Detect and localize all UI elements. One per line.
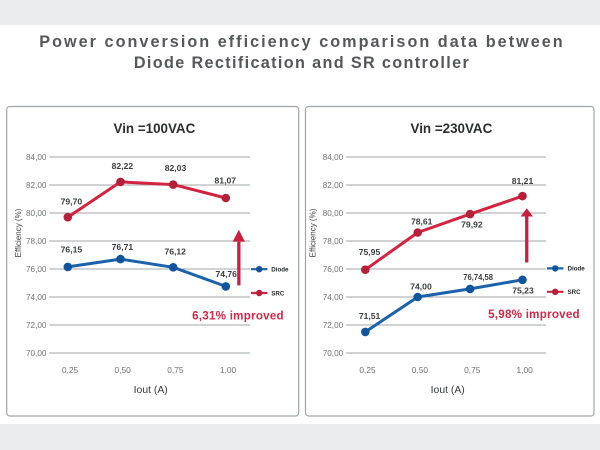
svg-text:74,00: 74,00 — [323, 293, 344, 302]
svg-text:0,25: 0,25 — [359, 365, 376, 375]
svg-text:79,70: 79,70 — [61, 197, 83, 207]
svg-text:6,31% improved: 6,31% improved — [192, 310, 284, 323]
svg-text:81,21: 81,21 — [512, 176, 534, 186]
svg-text:70,00: 70,00 — [323, 349, 344, 358]
svg-text:0,75: 0,75 — [167, 365, 184, 375]
svg-text:Vin =230VAC: Vin =230VAC — [411, 121, 493, 136]
svg-text:74,00: 74,00 — [26, 293, 47, 302]
svg-text:SRC: SRC — [568, 289, 582, 296]
svg-text:76,71: 76,71 — [112, 242, 134, 252]
svg-text:Diode: Diode — [568, 266, 586, 273]
svg-text:1,00: 1,00 — [517, 365, 534, 375]
svg-text:SRC: SRC — [271, 290, 285, 297]
svg-text:74,00: 74,00 — [410, 281, 432, 291]
svg-text:5,98% improved: 5,98% improved — [488, 308, 580, 321]
svg-text:Efficiency (%): Efficiency (%) — [14, 208, 23, 257]
svg-text:74,76: 74,76 — [215, 269, 237, 279]
svg-text:79,92: 79,92 — [461, 220, 483, 230]
svg-text:82,00: 82,00 — [323, 181, 344, 190]
svg-text:0,25: 0,25 — [62, 365, 79, 375]
svg-text:76,74,58: 76,74,58 — [463, 272, 493, 282]
svg-text:84,00: 84,00 — [323, 153, 344, 162]
svg-text:75,95: 75,95 — [359, 247, 381, 257]
svg-text:70,00: 70,00 — [26, 349, 47, 358]
svg-text:81,07: 81,07 — [215, 175, 237, 185]
svg-text:71,51: 71,51 — [359, 311, 381, 321]
svg-text:72,00: 72,00 — [26, 321, 47, 330]
svg-text:72,00: 72,00 — [323, 321, 344, 330]
svg-text:82,22: 82,22 — [112, 161, 134, 171]
svg-text:76,15: 76,15 — [61, 245, 83, 255]
svg-text:80,00: 80,00 — [26, 209, 47, 218]
svg-text:82,03: 82,03 — [165, 163, 187, 173]
svg-text:76,00: 76,00 — [26, 265, 47, 274]
svg-text:75,23: 75,23 — [512, 285, 534, 295]
svg-text:84,00: 84,00 — [26, 153, 47, 162]
svg-text:0,50: 0,50 — [412, 365, 429, 375]
svg-text:80,00: 80,00 — [323, 209, 344, 218]
svg-text:Vin =100VAC: Vin =100VAC — [114, 121, 196, 136]
svg-text:0,50: 0,50 — [115, 365, 132, 375]
svg-text:76,00: 76,00 — [323, 265, 344, 274]
svg-text:78,00: 78,00 — [26, 237, 47, 246]
svg-text:78,61: 78,61 — [411, 217, 433, 227]
svg-text:76,12: 76,12 — [164, 247, 186, 257]
svg-text:0,75: 0,75 — [464, 365, 481, 375]
svg-text:1,00: 1,00 — [220, 365, 237, 375]
svg-text:Diode: Diode — [271, 267, 289, 274]
svg-text:Iout (A): Iout (A) — [134, 385, 168, 396]
svg-text:Efficiency (%): Efficiency (%) — [309, 208, 318, 257]
svg-text:78,00: 78,00 — [323, 237, 344, 246]
svg-text:82,00: 82,00 — [26, 181, 47, 190]
svg-text:Iout (A): Iout (A) — [431, 385, 465, 396]
